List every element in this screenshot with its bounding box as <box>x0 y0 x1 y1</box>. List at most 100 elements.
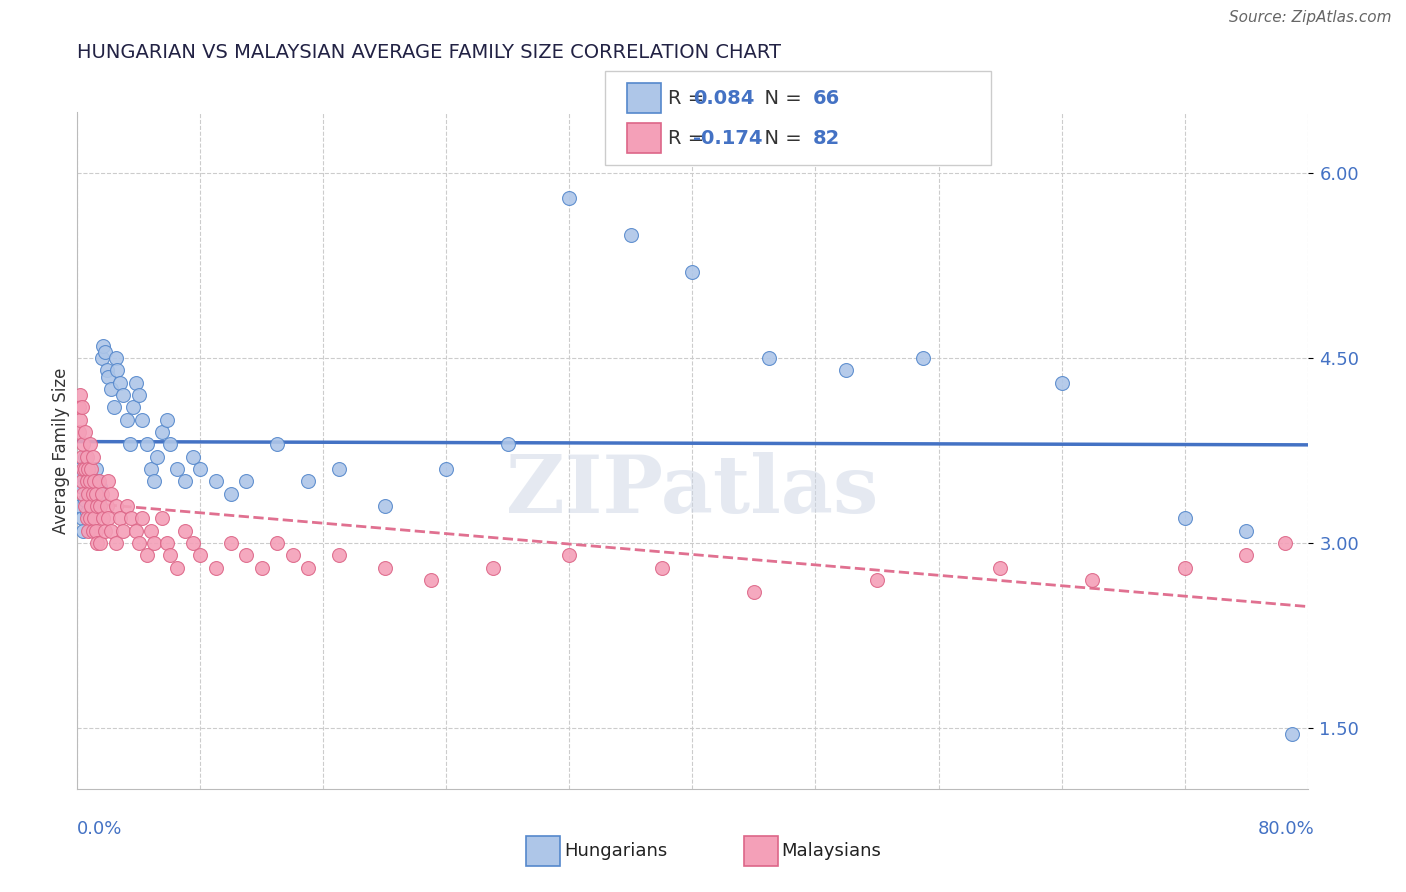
Point <box>141 524 163 538</box>
Point <box>72 462 94 476</box>
Point <box>69 462 91 476</box>
Point <box>112 388 135 402</box>
Point <box>150 425 173 439</box>
Point <box>76 450 98 464</box>
Point <box>1274 536 1296 550</box>
Point <box>83 486 105 500</box>
Point <box>69 499 91 513</box>
Point <box>496 437 519 451</box>
Point <box>82 450 104 464</box>
Point <box>73 450 96 464</box>
Point <box>120 511 142 525</box>
Point <box>76 511 98 525</box>
Point <box>90 351 114 365</box>
Point <box>82 486 104 500</box>
Point <box>620 227 643 242</box>
Point <box>80 462 103 476</box>
Point <box>235 475 257 489</box>
Point <box>219 536 242 550</box>
Point <box>70 480 93 494</box>
Point <box>70 511 93 525</box>
Point <box>1081 573 1104 587</box>
Point <box>174 475 197 489</box>
Point <box>97 475 120 489</box>
Point <box>84 462 107 476</box>
Point <box>1174 511 1197 525</box>
Point <box>100 486 122 500</box>
Point <box>250 560 273 574</box>
Point <box>131 511 153 525</box>
Point <box>94 344 117 359</box>
Text: 0.0%: 0.0% <box>77 820 122 838</box>
Point <box>89 536 111 550</box>
Point <box>436 462 458 476</box>
Point <box>69 412 91 426</box>
Point <box>1234 524 1257 538</box>
Point <box>481 560 503 574</box>
Point <box>988 560 1011 574</box>
Point <box>76 475 98 489</box>
Point <box>110 511 132 525</box>
Point <box>125 376 148 390</box>
Point <box>112 524 135 538</box>
Point <box>72 437 94 451</box>
Point <box>104 536 127 550</box>
Point <box>100 524 122 538</box>
Point <box>89 499 111 513</box>
Point <box>104 351 127 365</box>
Point <box>73 492 96 507</box>
Point <box>266 437 288 451</box>
Point <box>84 524 107 538</box>
Text: N =: N = <box>752 88 808 108</box>
Point <box>90 486 114 500</box>
Point <box>73 462 96 476</box>
Point <box>374 499 396 513</box>
Point <box>72 468 94 483</box>
Point <box>87 475 110 489</box>
Point <box>141 462 163 476</box>
Point <box>166 560 188 574</box>
Point <box>105 363 128 377</box>
Point <box>86 475 108 489</box>
Point <box>67 425 90 439</box>
Point <box>204 475 226 489</box>
Point <box>155 536 177 550</box>
Point <box>912 351 935 365</box>
Point <box>181 450 204 464</box>
Point <box>758 351 780 365</box>
Text: -0.174: -0.174 <box>693 128 762 148</box>
Point <box>121 401 143 415</box>
Point <box>115 499 138 513</box>
Point <box>82 475 104 489</box>
Point <box>67 475 90 489</box>
Point <box>70 450 93 464</box>
Point <box>159 548 181 562</box>
Point <box>125 524 148 538</box>
Point <box>682 265 704 279</box>
Point <box>297 560 319 574</box>
Text: Source: ZipAtlas.com: Source: ZipAtlas.com <box>1229 11 1392 25</box>
Point <box>204 560 226 574</box>
Point <box>266 536 288 550</box>
Point <box>86 536 108 550</box>
Text: Hungarians: Hungarians <box>564 842 666 860</box>
Point <box>181 536 204 550</box>
Point <box>82 524 104 538</box>
Point <box>131 412 153 426</box>
Point <box>135 548 157 562</box>
Point <box>79 511 101 525</box>
Point <box>96 363 118 377</box>
Point <box>328 548 350 562</box>
Point <box>128 388 150 402</box>
Text: N =: N = <box>752 128 808 148</box>
Point <box>1281 727 1303 741</box>
Point <box>77 462 100 476</box>
Point <box>89 480 111 494</box>
Point <box>93 511 115 525</box>
Point <box>67 401 90 415</box>
Point <box>281 548 304 562</box>
Point <box>1174 560 1197 574</box>
Point <box>87 492 110 507</box>
Point <box>79 475 101 489</box>
Point <box>146 450 169 464</box>
